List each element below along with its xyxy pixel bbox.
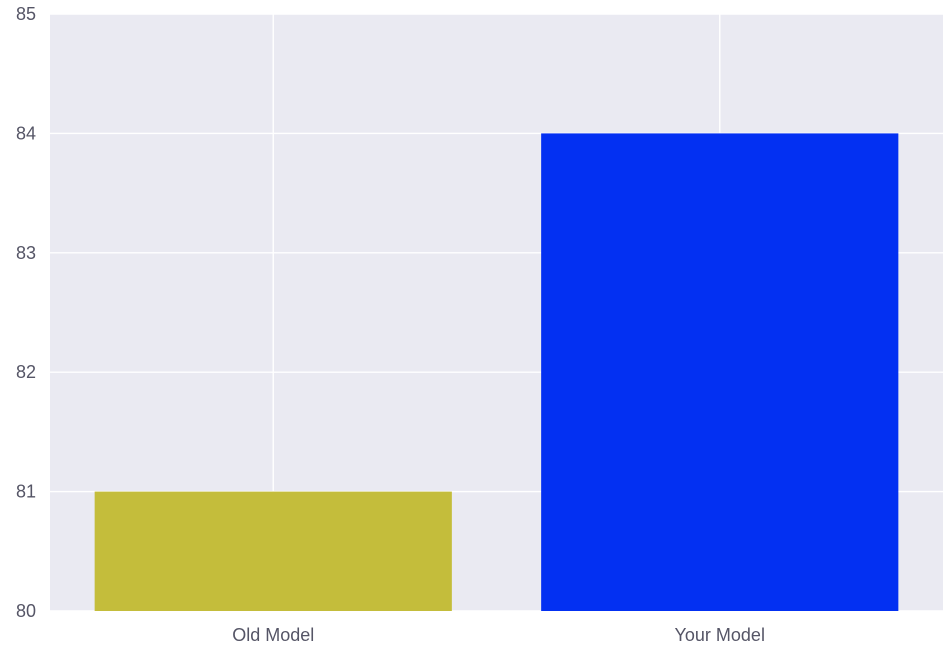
y-tick-label: 81 [16,482,36,502]
x-tick-label: Old Model [232,625,314,645]
y-axis-tick-labels: 80 81 82 83 84 85 [16,4,36,621]
y-tick-label: 85 [16,4,36,24]
y-tick-label: 84 [16,123,36,143]
bar-old-model [94,491,452,611]
x-axis-tick-labels: Old Model Your Model [232,625,765,645]
y-tick-label: 82 [16,362,36,382]
y-tick-label: 80 [16,601,36,621]
bar-your-model [541,133,899,611]
x-tick-label: Your Model [675,625,765,645]
y-tick-label: 83 [16,243,36,263]
bars [94,133,899,611]
